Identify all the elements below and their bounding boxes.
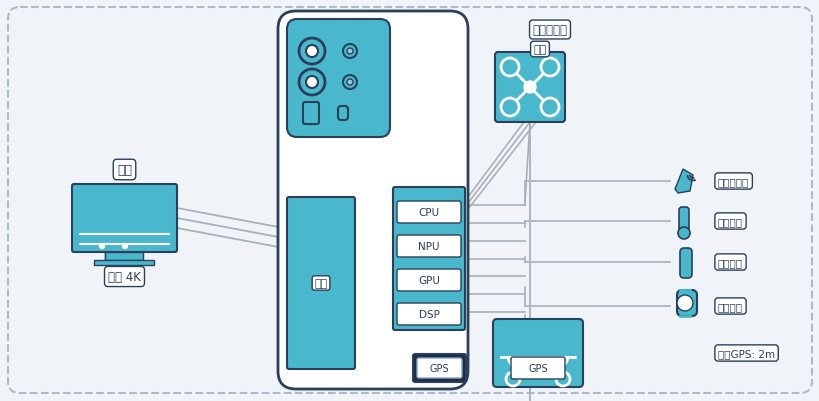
FancyBboxPatch shape: [287, 20, 390, 138]
FancyBboxPatch shape: [8, 8, 811, 393]
Text: 车载GPS: 2m: 车载GPS: 2m: [717, 348, 774, 358]
FancyBboxPatch shape: [396, 269, 460, 291]
Circle shape: [500, 59, 518, 77]
Circle shape: [305, 46, 318, 58]
Text: 环境检测: 环境检测: [717, 217, 742, 227]
FancyBboxPatch shape: [396, 235, 460, 257]
FancyBboxPatch shape: [72, 184, 177, 252]
Circle shape: [541, 99, 559, 117]
Bar: [94, 260, 154, 265]
Circle shape: [555, 372, 569, 386]
Text: 屏帼: 屏帼: [314, 278, 328, 288]
Text: CPU: CPU: [418, 207, 439, 217]
FancyBboxPatch shape: [510, 357, 564, 379]
Text: 心率检测: 心率检测: [717, 301, 742, 311]
Text: GPU: GPU: [418, 275, 440, 285]
Bar: [105, 252, 143, 260]
Circle shape: [346, 80, 352, 86]
FancyBboxPatch shape: [337, 107, 347, 121]
Circle shape: [305, 77, 318, 89]
Text: 电视: 电视: [117, 164, 132, 176]
Circle shape: [500, 99, 518, 117]
FancyBboxPatch shape: [287, 198, 355, 369]
Text: GPS: GPS: [429, 363, 449, 373]
Circle shape: [299, 39, 324, 65]
FancyBboxPatch shape: [679, 248, 691, 278]
Text: 外部摄像头: 外部摄像头: [532, 24, 567, 37]
FancyBboxPatch shape: [278, 12, 468, 389]
FancyBboxPatch shape: [678, 207, 688, 233]
Text: NPU: NPU: [418, 241, 439, 251]
Text: 屏帼 4K: 屏帼 4K: [108, 270, 141, 283]
FancyBboxPatch shape: [392, 188, 464, 330]
FancyBboxPatch shape: [676, 290, 696, 316]
Circle shape: [346, 49, 352, 55]
FancyBboxPatch shape: [492, 319, 582, 387]
Circle shape: [676, 295, 692, 311]
Text: GPS: GPS: [527, 363, 547, 373]
Text: 超声波检测: 超声波检测: [717, 176, 749, 186]
FancyBboxPatch shape: [303, 103, 319, 125]
Circle shape: [99, 244, 104, 249]
FancyBboxPatch shape: [417, 358, 461, 378]
Text: 航拍: 航拍: [532, 45, 546, 55]
Circle shape: [541, 59, 559, 77]
Circle shape: [342, 45, 356, 59]
FancyBboxPatch shape: [396, 303, 460, 325]
Polygon shape: [674, 170, 692, 194]
Text: 糖份检测: 糖份检测: [717, 257, 742, 267]
Circle shape: [299, 70, 324, 96]
Circle shape: [677, 227, 689, 239]
Circle shape: [122, 244, 127, 249]
Bar: [105, 252, 117, 260]
FancyBboxPatch shape: [396, 201, 460, 223]
Circle shape: [342, 76, 356, 90]
Text: DSP: DSP: [418, 309, 439, 319]
FancyBboxPatch shape: [413, 354, 465, 382]
Circle shape: [523, 82, 536, 94]
Circle shape: [505, 372, 519, 386]
FancyBboxPatch shape: [495, 53, 564, 123]
